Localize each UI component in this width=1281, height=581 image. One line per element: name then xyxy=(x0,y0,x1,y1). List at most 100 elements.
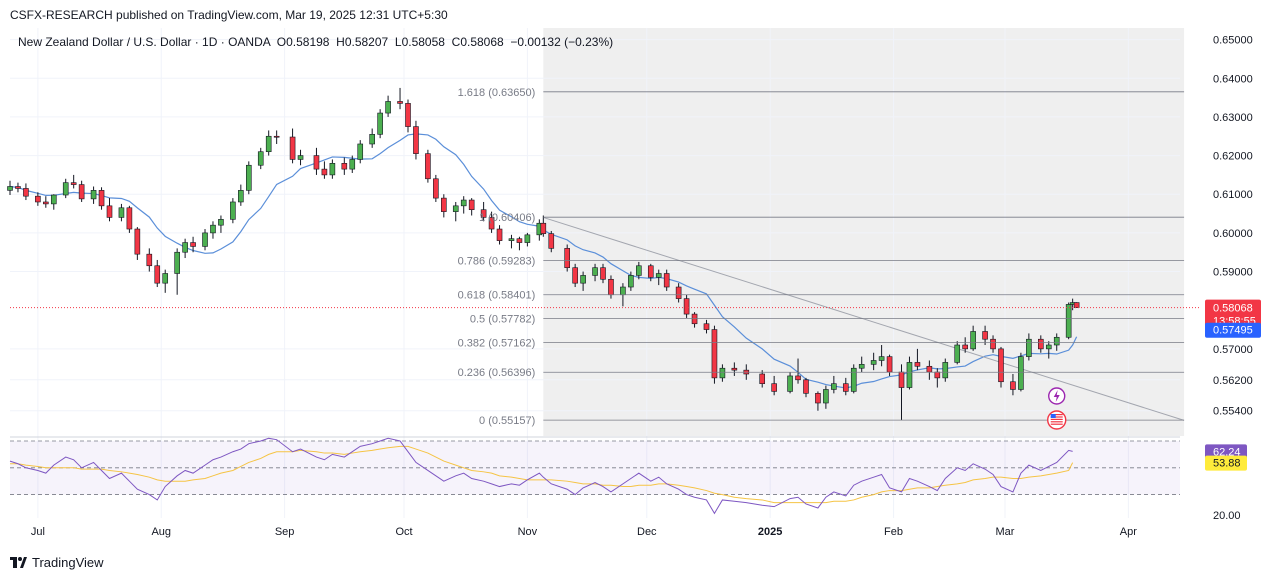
candle xyxy=(329,159,336,179)
candle xyxy=(106,198,113,222)
candle xyxy=(580,271,586,291)
candle-body xyxy=(238,190,244,203)
time-tick-label: Sep xyxy=(275,526,295,538)
candle-body xyxy=(190,242,196,247)
candle-body xyxy=(759,373,766,384)
candle-body xyxy=(289,136,296,160)
candle xyxy=(564,244,570,272)
flag-canton xyxy=(1050,414,1056,418)
last-price-value: 0.58068 xyxy=(1213,303,1253,315)
fib-level-label: 1 (0.60406) xyxy=(479,212,535,224)
candle-body xyxy=(313,155,320,170)
candle xyxy=(134,227,141,260)
candle xyxy=(98,187,105,210)
price-tick-label: 0.56200 xyxy=(1213,375,1253,387)
candle-body xyxy=(118,207,125,218)
candle-body xyxy=(803,379,809,394)
candle xyxy=(998,346,1004,388)
candle xyxy=(628,271,634,291)
close-value: 0.58068 xyxy=(460,35,504,49)
candle-body xyxy=(265,135,272,153)
candle xyxy=(954,341,961,365)
candle-body xyxy=(898,371,905,388)
candle-body xyxy=(703,323,710,330)
candle-body xyxy=(162,273,169,284)
candle-body xyxy=(441,197,447,212)
candle-body xyxy=(245,164,252,191)
candle xyxy=(118,203,125,222)
candle xyxy=(731,362,738,376)
candle-body xyxy=(98,190,105,207)
candle-body xyxy=(990,338,996,350)
rsi-value: 62.24 xyxy=(1213,446,1241,458)
time-tick-label: Dec xyxy=(637,526,657,538)
candle-body xyxy=(870,360,877,365)
candle xyxy=(823,385,829,409)
candle-body xyxy=(1018,356,1024,390)
candle-body xyxy=(357,143,364,160)
candle xyxy=(759,370,766,388)
candle-body xyxy=(663,273,670,288)
candle xyxy=(238,184,244,206)
candle-body xyxy=(341,163,348,170)
candle-body xyxy=(564,248,570,268)
candle xyxy=(540,215,547,237)
candle xyxy=(357,140,364,164)
candle xyxy=(906,356,913,390)
candle-body xyxy=(35,195,41,203)
tradingview-logo-icon xyxy=(10,557,27,568)
tradingview-logo[interactable]: TradingView xyxy=(10,555,104,570)
candle xyxy=(675,283,682,303)
overlay-layer xyxy=(1047,387,1067,430)
open-value: 0.58198 xyxy=(286,35,330,49)
candle xyxy=(230,198,236,224)
candle-body xyxy=(452,205,459,212)
candle-body xyxy=(174,251,180,274)
candle xyxy=(321,161,328,179)
rsi-line xyxy=(9,437,1073,515)
fib-zone xyxy=(543,28,1185,436)
candle-body xyxy=(369,134,375,145)
candle xyxy=(313,147,320,175)
candle-body xyxy=(831,383,837,390)
candle-body xyxy=(719,367,726,379)
candle-layer xyxy=(7,87,1200,421)
candle-body xyxy=(1073,302,1080,308)
candle-body xyxy=(50,194,57,205)
candle xyxy=(377,109,383,139)
fib-zone-layer xyxy=(543,28,1185,436)
price-tick-label: 0.63000 xyxy=(1213,112,1253,124)
candle xyxy=(468,198,475,216)
ma-value-tag-bg xyxy=(1205,322,1261,338)
candle-body xyxy=(126,207,133,230)
rsi-ma-value-tag-bg xyxy=(1205,455,1247,471)
time-tick-label: Jul xyxy=(31,526,45,538)
candle xyxy=(50,194,57,210)
candle xyxy=(982,325,988,346)
candle-body xyxy=(592,267,598,276)
candle xyxy=(803,377,809,398)
rsi-ma-value: 53.88 xyxy=(1213,458,1241,470)
publisher-line: CSFX-RESEARCH published on TradingView.c… xyxy=(10,8,448,22)
candle xyxy=(245,161,252,195)
candle-body xyxy=(540,222,547,234)
symbol-name: New Zealand Dollar / U.S. Dollar · 1D · … xyxy=(18,35,271,49)
tradingview-brand: TradingView xyxy=(32,555,104,570)
candle xyxy=(35,192,41,206)
candle xyxy=(663,269,670,291)
open-label: O xyxy=(276,35,287,49)
fib-level-label: 0.786 (0.59283) xyxy=(458,256,536,268)
candle xyxy=(878,345,885,367)
candle-body xyxy=(1026,338,1032,357)
candle xyxy=(190,236,196,253)
time-tick-label: Nov xyxy=(518,526,538,538)
candle-body xyxy=(433,178,439,199)
symbol-legend[interactable]: New Zealand Dollar / U.S. Dollar · 1D · … xyxy=(18,35,613,49)
candle xyxy=(508,234,515,249)
price-tick-label: 0.61000 xyxy=(1213,189,1253,201)
candle xyxy=(548,230,555,253)
flag-stripe xyxy=(1050,416,1063,418)
candle-body xyxy=(488,217,495,230)
candle xyxy=(126,205,133,233)
